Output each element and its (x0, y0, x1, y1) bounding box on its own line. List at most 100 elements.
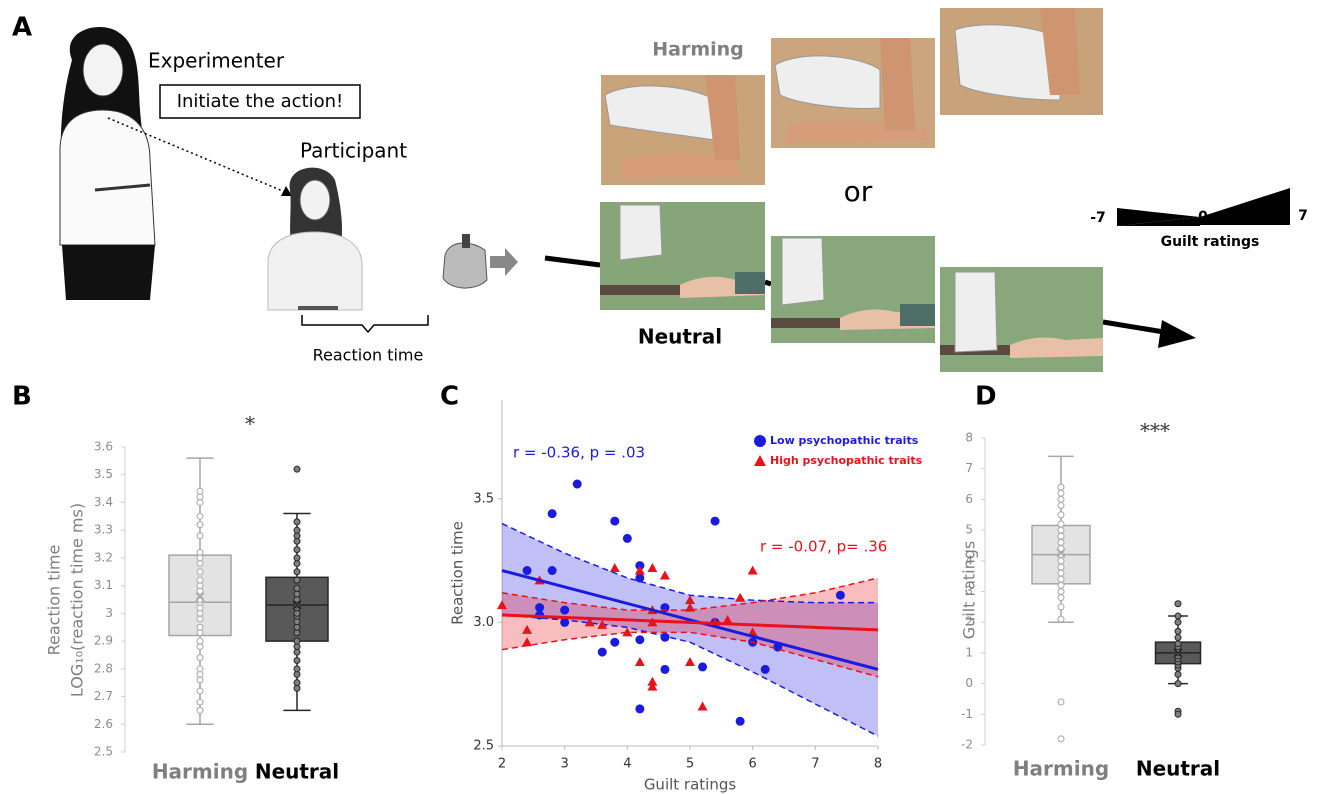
neutral-label: Neutral (638, 325, 722, 349)
x-tick-label: 8 (874, 757, 882, 772)
instruction: Initiate the action! (177, 91, 344, 112)
y-tick-label: 3.3 (94, 523, 113, 537)
point (1058, 564, 1064, 570)
point (560, 606, 569, 615)
y-tick-label: 2.8 (94, 661, 113, 675)
outlier (1058, 699, 1064, 705)
point (1058, 576, 1064, 582)
point (294, 680, 300, 686)
y-tick-label: 1 (965, 645, 973, 659)
panel-label: D (975, 382, 997, 412)
point (1175, 619, 1181, 625)
timeline (765, 282, 771, 284)
harming-photo (601, 75, 765, 185)
legend-label: High psychopathic traits (770, 454, 923, 467)
y-axis-label: Reaction time (449, 521, 467, 625)
y-tick-label: -2 (961, 738, 973, 752)
harming-label: Harming (652, 39, 744, 61)
y-tick-label: 3.0 (473, 615, 494, 630)
point (1058, 570, 1064, 576)
point (197, 488, 203, 494)
point (294, 577, 300, 583)
point (197, 522, 203, 528)
x-tick-label: 5 (686, 757, 694, 772)
point (294, 585, 300, 591)
box (169, 555, 231, 635)
y-tick-label: 6 (965, 492, 973, 506)
legend-marker (754, 455, 766, 466)
scale-wedge (1200, 188, 1290, 225)
bracket (302, 315, 428, 332)
panel-label: C (440, 382, 459, 412)
significance: *** (1140, 419, 1170, 443)
point (1175, 628, 1181, 634)
significance: * (245, 412, 255, 436)
correlation-annotation: r = -0.36, p = .03 (513, 444, 645, 462)
x-tick-label: Neutral (1136, 757, 1220, 781)
point (647, 682, 657, 691)
x-tick-label: Neutral (255, 760, 339, 784)
point (548, 509, 557, 518)
point (1175, 681, 1181, 687)
point (698, 662, 707, 671)
point (197, 569, 203, 575)
point (197, 549, 203, 555)
point (748, 566, 758, 575)
point (1058, 539, 1064, 545)
point (197, 624, 203, 630)
timeline (545, 258, 600, 265)
point (711, 517, 720, 526)
y-tick-label: 3.2 (94, 550, 113, 564)
y-tick-label: 3.5 (473, 491, 494, 506)
x-tick-label: 4 (623, 757, 631, 772)
y-tick-label: 3.6 (94, 440, 113, 454)
x-tick-label: 6 (749, 757, 757, 772)
point (1175, 635, 1181, 641)
y-tick-label: 3.5 (94, 467, 113, 481)
y-tick-label: 0 (965, 676, 973, 690)
point (1058, 558, 1064, 564)
x-axis-label: Guilt ratings (644, 776, 737, 794)
x-tick-label: 7 (811, 757, 819, 772)
reaction-time-label: Reaction time (313, 346, 424, 365)
harming-photo (771, 38, 935, 148)
point (1058, 616, 1064, 622)
point (294, 638, 300, 644)
point (1058, 582, 1064, 588)
point (1058, 490, 1064, 496)
point (1058, 512, 1064, 518)
y-tick-label: 2.6 (94, 717, 113, 731)
outlier (1175, 711, 1181, 717)
gray-arrow (490, 248, 518, 276)
point (647, 563, 657, 572)
participant-label: Participant (300, 139, 407, 163)
point (1058, 589, 1064, 595)
y-axis-label: Reaction time (45, 545, 64, 656)
panel-label: B (12, 382, 32, 412)
point (685, 657, 695, 666)
point (1058, 496, 1064, 502)
point (294, 555, 300, 561)
experimenter-label: Experimenter (148, 49, 285, 73)
point (635, 704, 644, 713)
point (197, 688, 203, 694)
point (294, 527, 300, 533)
point (635, 657, 645, 666)
point (1058, 595, 1064, 601)
y-tick-label: 3 (105, 606, 113, 620)
y-axis-label: Guilt ratings (960, 541, 979, 640)
y-tick-label: 5 (965, 523, 973, 537)
point (197, 638, 203, 644)
figure: A Experimenter Initiate the action! Part… (0, 0, 1320, 794)
point (610, 638, 619, 647)
point (598, 648, 607, 657)
point (294, 519, 300, 525)
point (548, 566, 557, 575)
x-tick-label: 3 (561, 757, 569, 772)
page: A Experimenter Initiate the action! Part… (0, 0, 1320, 794)
point (660, 665, 669, 674)
point (1058, 533, 1064, 539)
x-tick-label: Harming (152, 760, 248, 784)
y-axis-label: LOG₁₀(reaction time ms) (68, 503, 87, 697)
experimenter-figure (60, 27, 155, 300)
